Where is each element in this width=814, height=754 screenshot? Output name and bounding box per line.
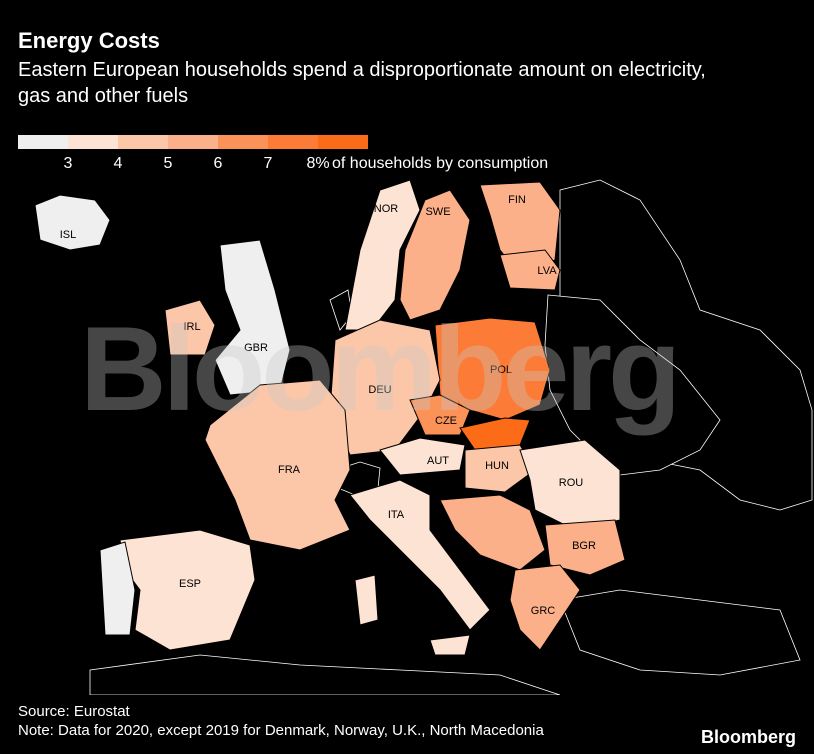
legend-swatch [68, 135, 118, 149]
country-GRC [509, 564, 581, 651]
label-NOR: NOR [374, 203, 399, 215]
label-HUN: HUN [485, 460, 509, 472]
label-IRL: IRL [183, 321, 200, 333]
country-AUT [379, 437, 466, 476]
data-note: Note: Data for 2020, except 2019 for Den… [18, 722, 544, 739]
africa-outline [89, 654, 561, 695]
country-LVA [499, 249, 561, 291]
country-ISL [34, 194, 111, 251]
country-SWE [399, 189, 471, 321]
country-CZE [409, 394, 471, 436]
label-ITA: ITA [388, 509, 405, 521]
country-ITA [349, 479, 491, 631]
sicily-region [429, 634, 471, 656]
label-SWE: SWE [425, 206, 450, 218]
legend-labels: of households by consumption 3 4 5 6 7 8% [18, 155, 549, 175]
belarus-ukraine-outline [544, 294, 721, 476]
source-note: Source: Eurostat [18, 703, 130, 720]
legend-unit-label: of households by consumption [332, 155, 549, 172]
chart-title: Energy Costs [18, 28, 160, 53]
legend-swatch [118, 135, 168, 149]
country-IRL [164, 299, 216, 356]
europe-map: ISL NOR SWE FIN LVA IRL GBR POL DEU CZE … [34, 179, 813, 695]
label-LVA: LVA [537, 265, 557, 277]
country-BGR [544, 519, 626, 576]
slovakia-region [459, 417, 531, 451]
color-legend: of households by consumption 3 4 5 6 7 8% [18, 135, 549, 175]
country-FRA [204, 379, 351, 551]
legend-swatch [218, 135, 268, 149]
balkans-region [439, 494, 546, 571]
country-GBR [214, 239, 291, 396]
label-GBR: GBR [244, 342, 268, 354]
country-ESP [119, 529, 256, 651]
sardinia-region [354, 574, 379, 626]
legend-tick-label: 6 [213, 155, 223, 172]
label-FIN: FIN [508, 194, 526, 206]
legend-tick-label: 5 [163, 155, 173, 172]
legend-swatches [18, 135, 368, 149]
turkey-outline [559, 589, 801, 676]
label-ESP: ESP [179, 578, 201, 590]
label-POL: POL [490, 364, 512, 376]
portugal-region [99, 541, 136, 636]
label-GRC: GRC [531, 605, 556, 617]
legend-swatch [18, 135, 68, 149]
label-CZE: CZE [435, 415, 457, 427]
chart-subtitle: Eastern European households spend a disp… [18, 59, 706, 107]
label-AUT: AUT [427, 455, 449, 467]
label-DEU: DEU [368, 384, 391, 396]
label-FRA: FRA [278, 464, 301, 476]
label-ROU: ROU [559, 477, 584, 489]
bloomberg-logo: Bloomberg [700, 727, 796, 747]
country-HUN [464, 444, 536, 493]
legend-tick-label: 7 [263, 155, 273, 172]
legend-swatch [318, 135, 368, 149]
legend-swatch [268, 135, 318, 149]
legend-tick-label: 4 [113, 155, 123, 172]
label-BGR: BGR [572, 540, 596, 552]
legend-tick-label: 8% [306, 155, 330, 172]
legend-swatch [168, 135, 218, 149]
label-ISL: ISL [60, 229, 77, 241]
legend-tick-label: 3 [63, 155, 73, 172]
